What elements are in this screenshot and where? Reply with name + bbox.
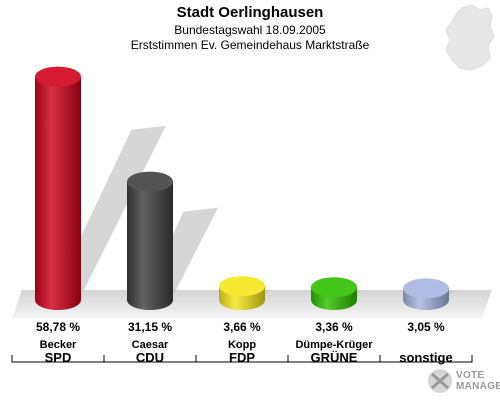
candidate-label-spd: Becker — [39, 339, 77, 351]
candidate-label-grüne: Dümpe-Krüger — [295, 339, 373, 351]
bar-grüne — [311, 277, 357, 310]
vote-manager-logo-icon — [428, 369, 452, 393]
chart-subtitle-election: Bundestagswahl 18.09.2005 — [174, 23, 326, 37]
value-label-fdp: 3,66 % — [223, 320, 261, 334]
bar-sonstige — [403, 278, 449, 310]
party-label-fdp: FDP — [229, 350, 255, 365]
value-label-spd: 58,78 % — [35, 320, 81, 334]
logo-line-manager: MANAGER — [456, 381, 500, 392]
label-separators — [11, 355, 473, 363]
bar-top — [35, 66, 81, 87]
party-label-sonstige: sonstige — [399, 350, 453, 365]
party-label-spd: SPD — [44, 350, 72, 365]
bar-top — [311, 277, 357, 298]
chart-subtitle-location: Erststimmen Ev. Gemeindehaus Marktstraße — [130, 38, 370, 52]
party-label-grüne: GRÜNE — [310, 350, 358, 365]
candidate-label-fdp: Kopp — [227, 339, 257, 351]
value-label-cdu: 31,15 % — [127, 320, 173, 334]
party-label-cdu: CDU — [135, 350, 165, 365]
bar-top — [219, 276, 265, 297]
value-label-sonstige: 3,05 % — [407, 320, 445, 334]
germany-map-icon — [445, 4, 495, 71]
candidate-label-cdu: Caesar — [131, 339, 169, 351]
bar-top — [127, 171, 173, 192]
bar-cdu — [127, 171, 173, 310]
bar-body — [127, 181, 173, 310]
bar-fdp — [219, 276, 265, 310]
bar-top — [403, 278, 449, 299]
bar-body — [35, 76, 81, 310]
chart-title: Stadt Oerlinghausen — [176, 4, 324, 21]
logo-line-vote: VOTE — [456, 370, 485, 381]
value-label-grüne: 3,36 % — [315, 320, 353, 334]
bar-spd — [35, 66, 81, 310]
vote-manager-logo-text: VOTE MANAGER — [456, 370, 500, 392]
